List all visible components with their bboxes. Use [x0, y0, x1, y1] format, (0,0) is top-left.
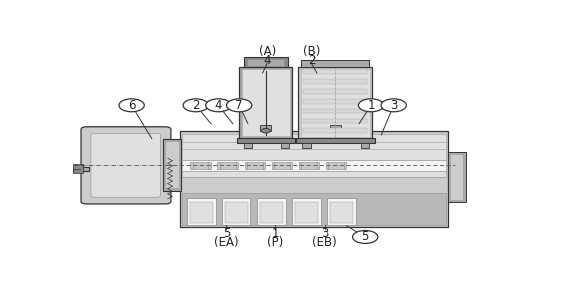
Bar	[298, 67, 373, 139]
Text: (EA): (EA)	[214, 236, 239, 249]
FancyBboxPatch shape	[81, 127, 171, 204]
Bar	[244, 143, 252, 148]
Bar	[330, 202, 353, 223]
Bar	[327, 198, 356, 225]
Bar	[257, 198, 286, 225]
Bar	[182, 134, 445, 177]
Bar	[450, 154, 463, 200]
Circle shape	[359, 99, 384, 112]
Bar	[326, 162, 346, 169]
Bar	[299, 162, 319, 169]
Bar	[281, 143, 289, 148]
Text: 7: 7	[236, 99, 243, 112]
Bar	[182, 193, 445, 225]
Bar	[303, 118, 367, 123]
Bar	[245, 162, 265, 169]
Circle shape	[381, 99, 406, 112]
Text: (A): (A)	[258, 44, 276, 58]
Bar	[191, 162, 210, 169]
Bar	[190, 202, 213, 223]
Bar	[296, 138, 375, 143]
Circle shape	[183, 99, 209, 112]
Bar	[303, 89, 367, 94]
Text: 4: 4	[215, 99, 222, 112]
Circle shape	[353, 230, 378, 243]
Bar	[303, 70, 367, 74]
Bar	[166, 141, 179, 188]
Bar	[303, 79, 367, 84]
Bar	[330, 125, 340, 131]
Bar	[303, 128, 367, 133]
Bar	[295, 202, 318, 223]
Circle shape	[226, 99, 252, 112]
Text: 6: 6	[128, 99, 135, 112]
Text: (EB): (EB)	[312, 236, 337, 249]
Text: 3: 3	[321, 227, 328, 240]
Text: 2: 2	[192, 99, 199, 112]
Bar	[301, 69, 370, 137]
Bar	[303, 109, 367, 113]
Bar	[448, 152, 466, 202]
Text: 1: 1	[367, 99, 375, 112]
Bar	[180, 131, 448, 226]
Bar	[247, 59, 285, 66]
Bar	[303, 143, 311, 148]
Bar	[237, 138, 295, 143]
Circle shape	[119, 99, 144, 112]
Bar	[242, 70, 290, 136]
Bar	[239, 67, 293, 139]
Bar	[163, 139, 181, 191]
Bar	[260, 202, 283, 223]
Bar	[73, 167, 89, 171]
Bar	[261, 125, 271, 131]
Circle shape	[261, 128, 271, 133]
Text: 5: 5	[361, 230, 369, 244]
Bar	[361, 143, 369, 148]
Text: (B): (B)	[303, 44, 320, 58]
Text: 2: 2	[308, 54, 315, 67]
Bar	[293, 198, 321, 225]
Bar	[272, 162, 292, 169]
FancyBboxPatch shape	[91, 134, 160, 197]
Bar	[224, 202, 248, 223]
Bar	[244, 57, 288, 67]
Bar	[222, 198, 251, 225]
Text: 4: 4	[264, 54, 271, 67]
Bar	[187, 198, 216, 225]
Text: (P): (P)	[267, 236, 283, 249]
Bar	[182, 160, 445, 171]
Circle shape	[206, 99, 231, 112]
Text: 3: 3	[390, 99, 398, 112]
Text: 1: 1	[272, 227, 279, 240]
Bar	[217, 162, 238, 169]
Bar	[303, 99, 367, 103]
Bar	[301, 60, 369, 67]
Bar	[73, 164, 83, 173]
Text: 5: 5	[223, 227, 230, 240]
